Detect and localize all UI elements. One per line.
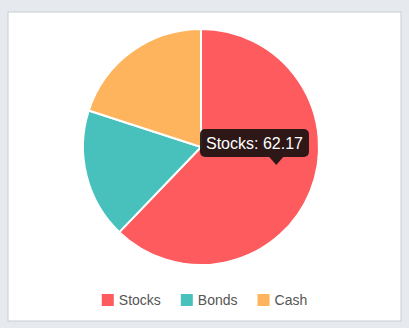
- slice[interactable]: [89, 29, 201, 147]
- legend-swatch: [181, 294, 193, 306]
- legend-swatch: [258, 294, 270, 306]
- tooltip-box: [200, 129, 309, 157]
- chart: Stocks: 62.17 Stocks Bonds Cash: [0, 0, 409, 328]
- legend-label: Cash: [275, 292, 308, 308]
- tooltip-text: Stocks: 62.17: [206, 135, 303, 152]
- legend: Stocks Bonds Cash: [102, 292, 307, 308]
- pie: [83, 29, 319, 265]
- tooltip: Stocks: 62.17: [200, 129, 309, 165]
- legend-label: Bonds: [198, 292, 238, 308]
- legend-label: Stocks: [119, 292, 161, 308]
- tooltip-arrow: [269, 157, 283, 165]
- legend-swatch: [102, 294, 114, 306]
- panel: [8, 12, 401, 321]
